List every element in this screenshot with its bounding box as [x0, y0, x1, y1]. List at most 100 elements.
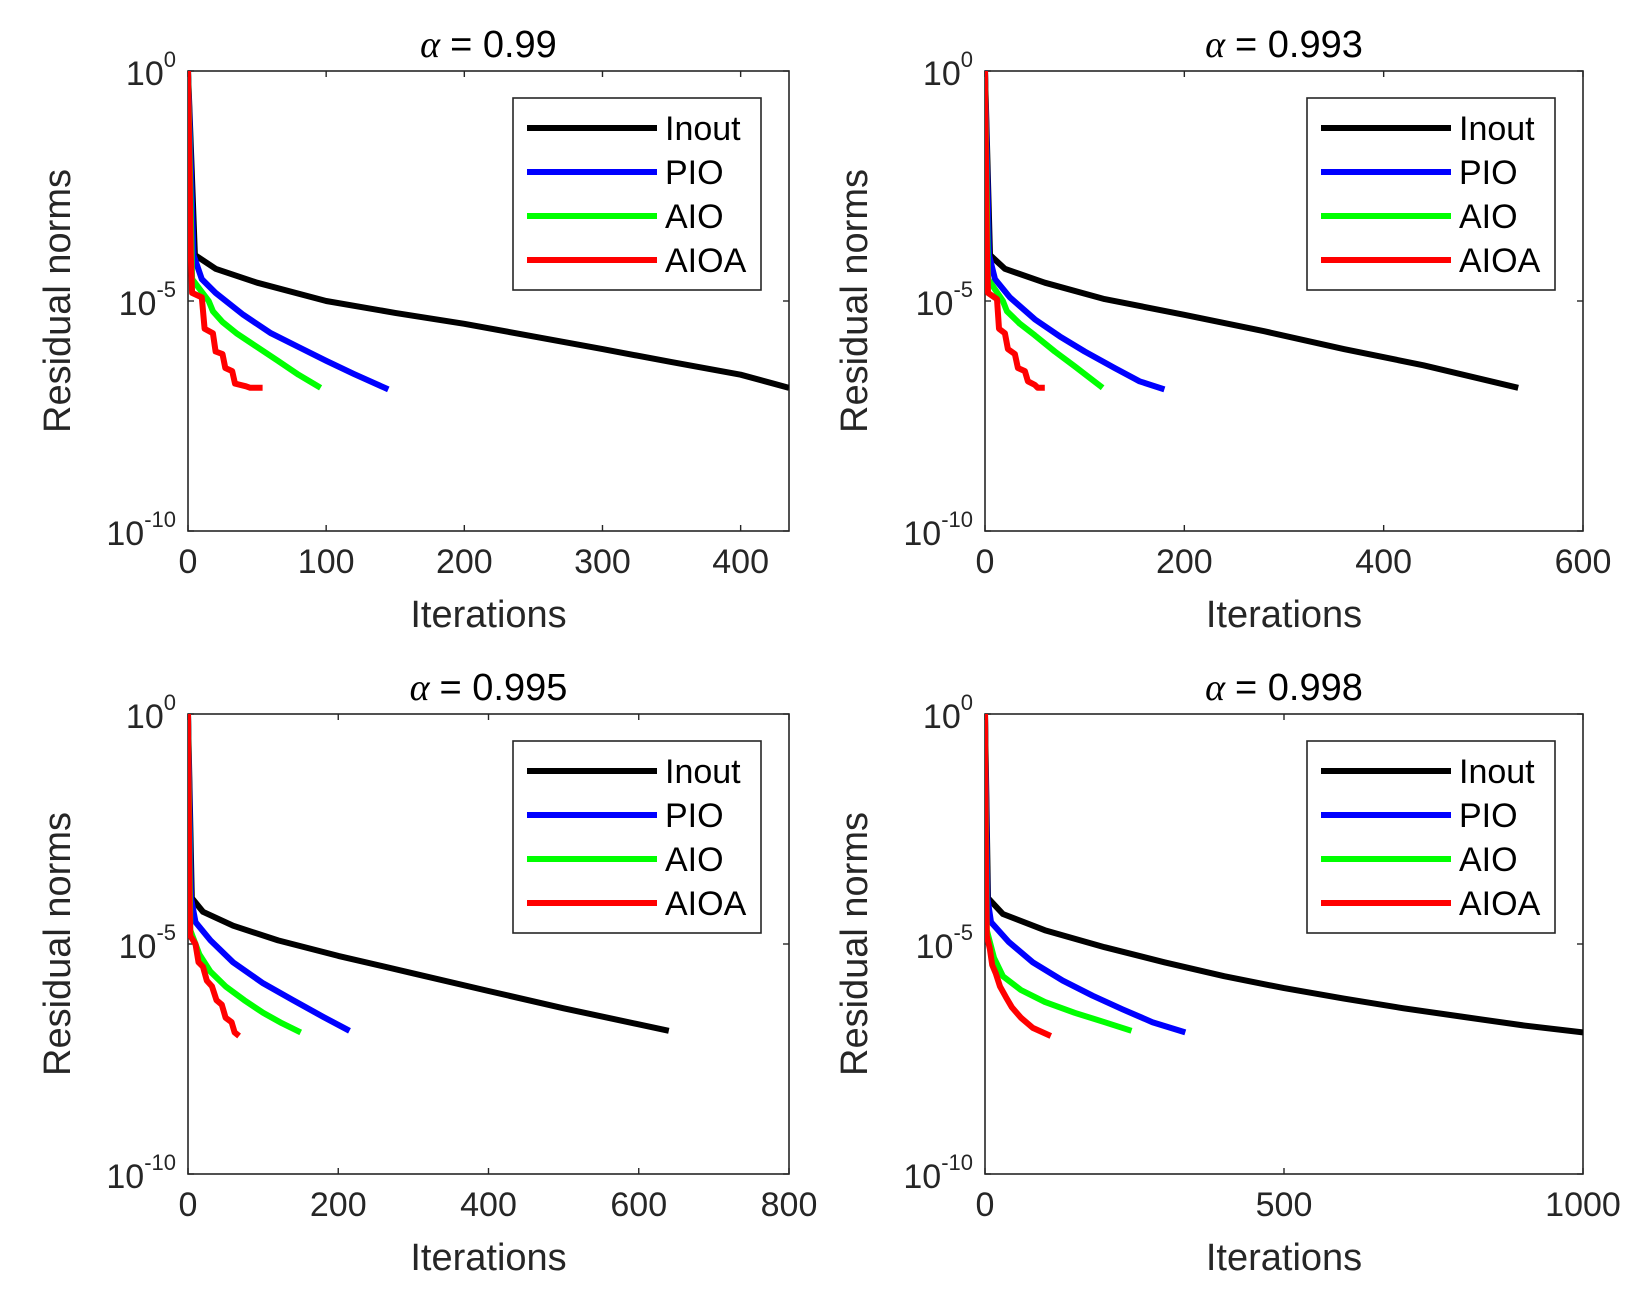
- series-line-aioa: [188, 713, 241, 1039]
- y-tick-base: 10: [126, 698, 164, 736]
- y-tick-exponent: -5: [156, 277, 176, 302]
- series-group: [188, 70, 789, 393]
- y-tick-exponent: -10: [144, 507, 176, 532]
- series-line-inout: [188, 713, 670, 1034]
- series-line-aioa: [188, 70, 263, 391]
- series-line-inout: [985, 70, 1519, 391]
- x-tick-label: 400: [1355, 543, 1412, 581]
- legend-entry-label: AIO: [1459, 841, 1518, 879]
- y-tick-base: 10: [106, 515, 144, 553]
- y-tick-exponent: -5: [953, 277, 973, 302]
- series-group: [985, 70, 1519, 393]
- legend-entry-label: AIOA: [665, 885, 747, 923]
- x-axis-label: Iterations: [410, 1237, 566, 1279]
- series-line-inout: [985, 713, 1583, 1036]
- legend-entry-label: AIO: [665, 841, 724, 879]
- series-line-pio: [188, 70, 390, 393]
- y-tick-base: 10: [119, 285, 157, 323]
- x-tick-label: 0: [179, 1186, 198, 1224]
- x-tick-label: 1000: [1545, 1186, 1621, 1224]
- series-line-inout: [188, 70, 789, 391]
- title-symbol: α: [1205, 24, 1226, 66]
- x-tick-label: 200: [436, 543, 493, 581]
- y-axis-label: Residual norms: [834, 169, 876, 433]
- y-tick-base: 10: [923, 698, 961, 736]
- x-tick-label: 0: [976, 1186, 995, 1224]
- legend: Inout PIO AIO AIOA: [1306, 97, 1556, 291]
- x-tick-label: 0: [976, 543, 995, 581]
- y-tick-exponent: -10: [941, 1150, 973, 1175]
- title-symbol: α: [420, 24, 441, 66]
- title-value: = 0.998: [1235, 667, 1363, 709]
- series-line-aio: [188, 70, 323, 391]
- legend: Inout PIO AIO AIOA: [512, 740, 762, 934]
- legend-entry-label: PIO: [665, 797, 724, 835]
- y-tick-base: 10: [903, 515, 941, 553]
- y-tick-label: 10-10: [903, 1150, 973, 1196]
- y-tick-label: 10-5: [916, 277, 973, 323]
- y-tick-label: 10-5: [916, 920, 973, 966]
- x-tick-label: 400: [460, 1186, 517, 1224]
- legend-entry-label: Inout: [665, 110, 741, 148]
- legend-entry-label: PIO: [1459, 154, 1518, 192]
- chart-title: α = 0.993: [1205, 24, 1363, 66]
- y-tick-exponent: 0: [961, 690, 973, 715]
- legend-entry-label: AIOA: [1459, 242, 1541, 280]
- x-axis-label: Iterations: [1206, 1237, 1362, 1279]
- legend-entry-label: AIO: [665, 198, 724, 236]
- legend-entry-label: Inout: [1459, 110, 1535, 148]
- x-tick-label: 0: [179, 543, 198, 581]
- x-tick-label: 400: [712, 543, 769, 581]
- y-tick-exponent: -10: [941, 507, 973, 532]
- y-axis-label: Residual norms: [37, 169, 79, 433]
- legend-entry-label: PIO: [665, 154, 724, 192]
- y-tick-base: 10: [916, 285, 954, 323]
- y-tick-exponent: -10: [144, 1150, 176, 1175]
- x-axis-label: Iterations: [410, 594, 566, 636]
- legend-entry-label: AIOA: [665, 242, 747, 280]
- chart-title: α = 0.995: [410, 667, 568, 709]
- x-tick-label: 600: [610, 1186, 667, 1224]
- title-value: = 0.995: [440, 667, 568, 709]
- y-tick-exponent: 0: [164, 47, 176, 72]
- legend: Inout PIO AIO AIOA: [512, 97, 762, 291]
- y-tick-exponent: -5: [156, 920, 176, 945]
- series-line-aioa: [985, 713, 1053, 1039]
- title-value: = 0.993: [1235, 24, 1363, 66]
- x-tick-label: 100: [298, 543, 355, 581]
- title-symbol: α: [1205, 667, 1226, 709]
- x-tick-label: 300: [574, 543, 631, 581]
- x-tick-label: 500: [1256, 1186, 1313, 1224]
- y-tick-label: 10-10: [903, 507, 973, 553]
- y-tick-label: 10-10: [106, 1150, 176, 1196]
- legend-entry-label: AIOA: [1459, 885, 1541, 923]
- x-tick-label: 600: [1555, 543, 1612, 581]
- legend-entry-label: PIO: [1459, 797, 1518, 835]
- legend-entry-label: Inout: [665, 753, 741, 791]
- series-group: [985, 713, 1583, 1039]
- y-tick-base: 10: [916, 928, 954, 966]
- y-axis-label: Residual norms: [37, 812, 79, 1076]
- y-axis-label: Residual norms: [834, 812, 876, 1076]
- chart-title: α = 0.99: [420, 24, 557, 66]
- series-line-pio: [985, 70, 1166, 393]
- legend: Inout PIO AIO AIOA: [1306, 740, 1556, 934]
- y-tick-exponent: 0: [164, 690, 176, 715]
- series-group: [188, 713, 670, 1039]
- y-tick-label: 10-5: [119, 920, 176, 966]
- x-tick-label: 200: [310, 1186, 367, 1224]
- chart-title: α = 0.998: [1205, 667, 1363, 709]
- series-line-aio: [985, 70, 1105, 391]
- y-tick-label: 100: [923, 690, 973, 736]
- title-symbol: α: [410, 667, 431, 709]
- y-tick-base: 10: [119, 928, 157, 966]
- legend-entry-label: AIO: [1459, 198, 1518, 236]
- y-tick-label: 10-10: [106, 507, 176, 553]
- y-tick-label: 10-5: [119, 277, 176, 323]
- series-line-aioa: [985, 70, 1045, 391]
